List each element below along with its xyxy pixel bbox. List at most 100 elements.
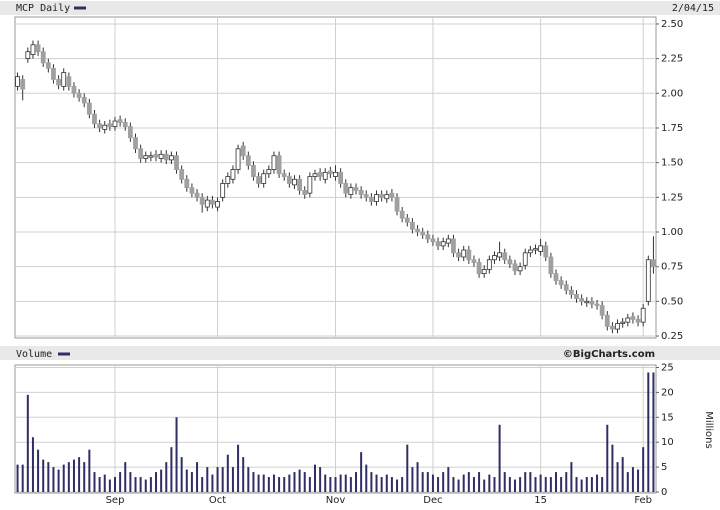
x-tick-label: Dec (423, 495, 442, 506)
y-tick-label: 20 (661, 387, 674, 398)
candle-body (61, 72, 67, 87)
candle-body (374, 194, 379, 202)
volume-bar (272, 474, 275, 492)
volume-bar (201, 477, 204, 492)
volume-bar (637, 469, 640, 492)
volume-bar (206, 467, 209, 492)
candle-body (507, 259, 513, 265)
candle-body (199, 196, 205, 205)
candle-body (594, 303, 600, 306)
candle-body (317, 171, 323, 177)
candle-body (184, 178, 190, 189)
volume-bar (78, 457, 81, 492)
candle-body (174, 155, 179, 170)
candle-body (261, 173, 267, 184)
candle-body (389, 192, 395, 198)
volume-bar (252, 472, 255, 492)
candle-body (327, 170, 333, 175)
volume-bar (421, 472, 424, 492)
volume-bar (47, 462, 50, 492)
volume-bar (529, 472, 532, 492)
volume-bar (313, 464, 316, 492)
volume-bar (534, 477, 537, 492)
x-tick-label: Nov (326, 495, 346, 506)
volume-bar (247, 467, 250, 492)
candle-body (322, 171, 328, 180)
candle-body (563, 284, 569, 291)
volume-bar (585, 477, 588, 492)
candle-body (471, 259, 477, 263)
candle-body (215, 201, 220, 208)
volume-bar (555, 472, 558, 492)
candle-body (153, 153, 159, 158)
candle-body (358, 189, 364, 195)
volume-bar (83, 462, 86, 492)
volume-bar (596, 474, 599, 492)
candle-body (610, 325, 615, 330)
y-tick-label: 0.25 (661, 331, 683, 342)
x-tick-label: Oct (209, 495, 226, 506)
volume-bar (426, 472, 429, 492)
candle-body (620, 321, 626, 324)
candle-body (584, 300, 590, 304)
volume-bar (180, 457, 183, 492)
candle-body (117, 119, 123, 123)
candle-body (440, 241, 446, 247)
volume-bar (349, 477, 352, 492)
volume-bar (493, 477, 496, 492)
candle-body (302, 189, 308, 195)
volume-header (0, 346, 720, 360)
volume-bar (119, 472, 122, 492)
candle-body (35, 44, 41, 53)
candle-body (107, 123, 113, 127)
candle-body (333, 171, 338, 177)
candle-body (379, 194, 385, 198)
candle-body (497, 252, 502, 258)
volume-bar (98, 477, 101, 492)
volume-bar (437, 477, 440, 492)
volume-bar (601, 477, 604, 492)
x-tick-label: Sep (106, 495, 125, 506)
volume-bar (467, 472, 470, 492)
candle-body (30, 44, 36, 55)
volume-bar (37, 449, 40, 492)
candle-body (512, 263, 518, 272)
y-axis-label: Millions (703, 411, 714, 448)
candle-body (307, 176, 313, 194)
candle-body (445, 238, 451, 244)
volume-bar (565, 472, 568, 492)
y-tick-label: 1.25 (661, 192, 683, 203)
credit: ©BigCharts.com (563, 349, 655, 360)
volume-bar (447, 467, 450, 492)
volume-bar (508, 477, 511, 492)
candle-body (456, 252, 461, 258)
chart-title: MCP Daily (16, 3, 70, 14)
volume-bar (185, 469, 188, 492)
candle-body (112, 120, 118, 127)
candle-body (20, 79, 26, 90)
y-tick-label: 0 (661, 487, 667, 498)
y-tick-label: 1.50 (661, 158, 683, 169)
volume-bar (149, 477, 152, 492)
volume-bar (190, 472, 193, 492)
candle-body (40, 51, 46, 64)
y-tick-label: 2.00 (661, 88, 683, 99)
y-tick-label: 0.50 (661, 296, 683, 307)
candle-body (368, 196, 374, 202)
candle-body (343, 183, 349, 194)
volume-bar (462, 474, 465, 492)
volume-bar (303, 472, 306, 492)
volume-bar (513, 479, 516, 492)
volume-title: Volume (16, 349, 52, 360)
volume-bar (524, 472, 527, 492)
volume-bar (139, 477, 142, 492)
volume-bar (370, 472, 373, 492)
volume-bar (42, 459, 45, 492)
y-tick-label: 1.75 (661, 123, 683, 134)
volume-bar (390, 477, 393, 492)
candle-body (179, 169, 185, 180)
volume-bar (606, 424, 609, 492)
volume-bar (216, 467, 219, 492)
candle-body (138, 148, 144, 159)
